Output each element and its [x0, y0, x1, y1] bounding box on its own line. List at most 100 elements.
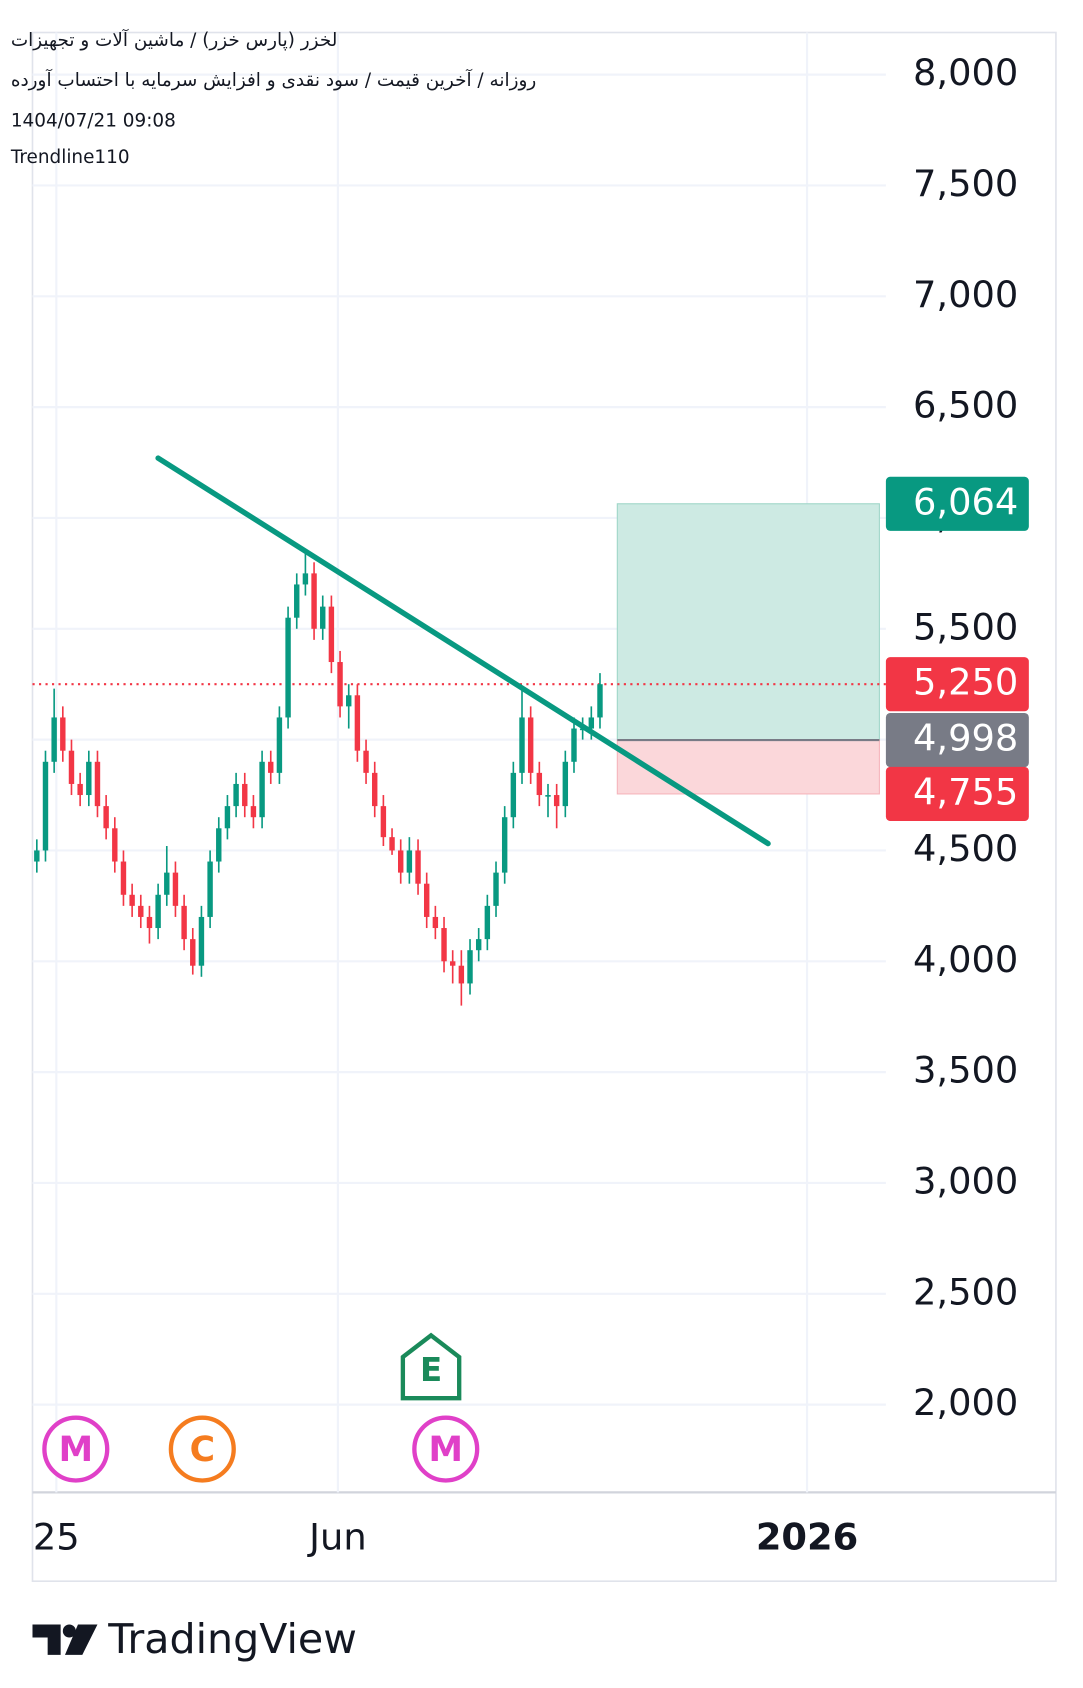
price-label-box [885, 712, 1029, 768]
brand-logo [32, 1624, 98, 1655]
trendline [155, 455, 771, 847]
candle-body [42, 761, 49, 851]
candle-body [449, 961, 456, 966]
y-tick-label: 5,500 [913, 605, 1018, 648]
candle-body [553, 795, 560, 807]
candle-body [155, 894, 161, 929]
candle-body [320, 606, 326, 629]
loss-zone [616, 739, 880, 795]
candle-body [311, 573, 317, 629]
y-tick-label: 4,500 [913, 827, 1018, 870]
price-label: 6,064 [913, 480, 1018, 523]
candle-body [510, 772, 517, 818]
candle-body [484, 905, 491, 940]
candle-body [597, 684, 603, 718]
price-label: 4,755 [913, 770, 1018, 813]
candle-body [68, 750, 75, 784]
y-tick-label: 6,500 [913, 384, 1018, 427]
x-tick-label: Jun [307, 1515, 367, 1558]
y-tick-label: 2,000 [913, 1381, 1018, 1424]
chart-date: 1404/07/21 09:08 [11, 110, 176, 131]
event-label: M [59, 1430, 93, 1470]
candle-body [112, 828, 118, 862]
event-marker [42, 1415, 110, 1483]
candle-body [94, 761, 101, 807]
candle-body [527, 717, 534, 773]
candle-body [129, 894, 135, 906]
candle-body [562, 761, 569, 807]
candle-body [120, 861, 127, 895]
price-label: 5,250 [913, 661, 1018, 704]
candle-body [363, 750, 369, 773]
candle-body [372, 772, 378, 807]
profit-zone [616, 503, 880, 741]
candle-body [398, 850, 404, 873]
candle-body [146, 916, 153, 929]
chart-title: لخزر (پارس خزر) / ماشین آلات و تجهیزات [11, 28, 338, 51]
candle-body [103, 806, 109, 829]
event-label: C [190, 1430, 215, 1470]
candle-body [34, 850, 40, 862]
candle-body [571, 728, 577, 762]
chart-author: Trendline110 [10, 147, 130, 168]
event-marker [168, 1415, 236, 1483]
candle-body [285, 617, 291, 718]
x-tick-label: 25 [33, 1515, 80, 1558]
candle-body [207, 861, 213, 917]
candle-body [51, 717, 57, 762]
candle-body [268, 761, 274, 773]
chart-subtitle: روزانه / آخرین قیمت / سود نقدی و افزایش … [11, 68, 536, 91]
event-marker [412, 1415, 480, 1483]
price-label: 4,998 [913, 717, 1018, 760]
candle-body [259, 761, 265, 818]
y-tick-label: 3,000 [913, 1159, 1018, 1202]
candle-body [475, 939, 482, 951]
candle-body [389, 837, 395, 851]
y-tick-label: 7,500 [913, 162, 1018, 205]
candle-body [406, 850, 413, 873]
candle-body [458, 965, 465, 984]
candle-body [441, 928, 447, 962]
candle-body [337, 662, 343, 707]
candle-body [519, 717, 525, 773]
candle-body [138, 905, 144, 917]
candle-body [545, 795, 551, 797]
candle-body [501, 817, 508, 873]
candle-body [216, 828, 222, 862]
candle-body [588, 717, 595, 729]
candle-body [172, 872, 179, 906]
price-label-box [885, 476, 1029, 531]
candle-body [242, 783, 248, 807]
frame [31, 31, 1057, 1583]
candle-body [294, 584, 300, 618]
candle-body [190, 939, 196, 966]
candle-body [302, 573, 309, 585]
candle-body [60, 717, 66, 751]
event-label: E [420, 1351, 442, 1389]
event-label: M [429, 1430, 463, 1470]
candle-body [493, 872, 499, 906]
candle-body [276, 717, 283, 773]
candle-body [354, 695, 361, 751]
event-marker [400, 1332, 462, 1401]
candle-body [198, 916, 205, 966]
candle-body [415, 850, 421, 884]
candle-body [328, 606, 335, 663]
candle-body [224, 806, 231, 829]
x-tick-label: 2026 [756, 1515, 858, 1558]
y-tick-label: 4,000 [913, 938, 1018, 981]
price-label-box [885, 657, 1029, 712]
candle-body [250, 806, 257, 818]
y-tick-label: 3,500 [913, 1049, 1018, 1092]
candle-body [233, 783, 239, 807]
brand: TradingView [107, 1615, 357, 1663]
candle-body [380, 806, 387, 838]
candle-body [86, 761, 92, 796]
y-tick-label: 7,000 [913, 273, 1018, 316]
candle-body [181, 905, 187, 940]
candle-body [467, 950, 473, 984]
candle-body [536, 772, 543, 796]
y-tick-label: 2,500 [913, 1270, 1018, 1313]
price-label-box [885, 766, 1029, 822]
